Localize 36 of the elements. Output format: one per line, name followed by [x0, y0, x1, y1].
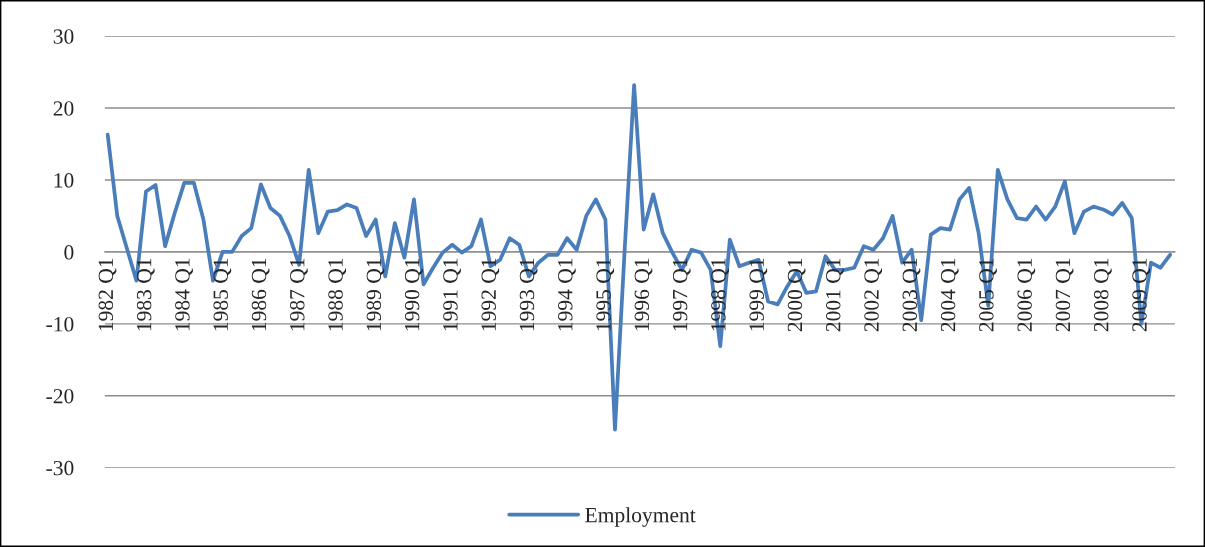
x-tick-label: 2008 Q1	[1093, 258, 1112, 332]
y-tick-label: -30	[46, 460, 74, 476]
x-tick-label: 1989 Q1	[366, 258, 385, 331]
x-tick-label: 1997 Q1	[672, 258, 691, 331]
x-tick-label: 1983 Q1	[136, 258, 155, 331]
x-tick-label: 1993 Q1	[519, 258, 538, 331]
x-tick-label: 1982 Q1	[98, 258, 117, 331]
x-tick-label: 1984 Q1	[175, 258, 193, 331]
y-tick-label: 20	[53, 101, 74, 116]
y-tick-label: 0	[64, 245, 74, 260]
x-tick-label: 1999 Q1	[749, 258, 768, 331]
x-tick-label: 2007 Q1	[1055, 258, 1074, 332]
x-tick-label: 1985 Q1	[213, 258, 232, 331]
y-tick-label: -10	[46, 316, 74, 332]
x-tick-label: 1994 Q1	[558, 258, 576, 331]
x-tick-label: 2001 Q1	[825, 258, 844, 332]
x-tick-label: 1986 Q1	[251, 258, 270, 331]
y-tick-label: 30	[53, 29, 74, 44]
x-tick-label: 1988 Q1	[328, 258, 347, 331]
x-tick-label: 1995 Q1	[596, 258, 615, 331]
y-tick-label: -20	[46, 388, 74, 404]
x-tick-label: 1996 Q1	[634, 258, 653, 331]
x-tick-label: 2000 Q1	[787, 258, 806, 332]
legend-label: Employment	[585, 507, 696, 527]
x-tick-label: 2006 Q1	[1017, 258, 1036, 332]
x-tick-label: 1998 Q1	[711, 258, 729, 331]
x-tick-label: 2005 Q1	[979, 258, 997, 332]
x-tick-label: 2009 Q1	[1132, 258, 1151, 332]
x-tick-label: 1991 Q1	[443, 258, 461, 331]
y-tick-label: 10	[54, 173, 74, 188]
x-tick-label: 2002 Q1	[864, 258, 883, 332]
x-tick-label: 2004 Q1	[940, 258, 959, 332]
x-tick-label: 1990 Q1	[404, 258, 423, 331]
x-tick-label: 1987 Q1	[289, 258, 308, 331]
x-tick-label: 2003 Q1	[902, 258, 921, 332]
x-tick-label: 1992 Q1	[481, 258, 500, 331]
